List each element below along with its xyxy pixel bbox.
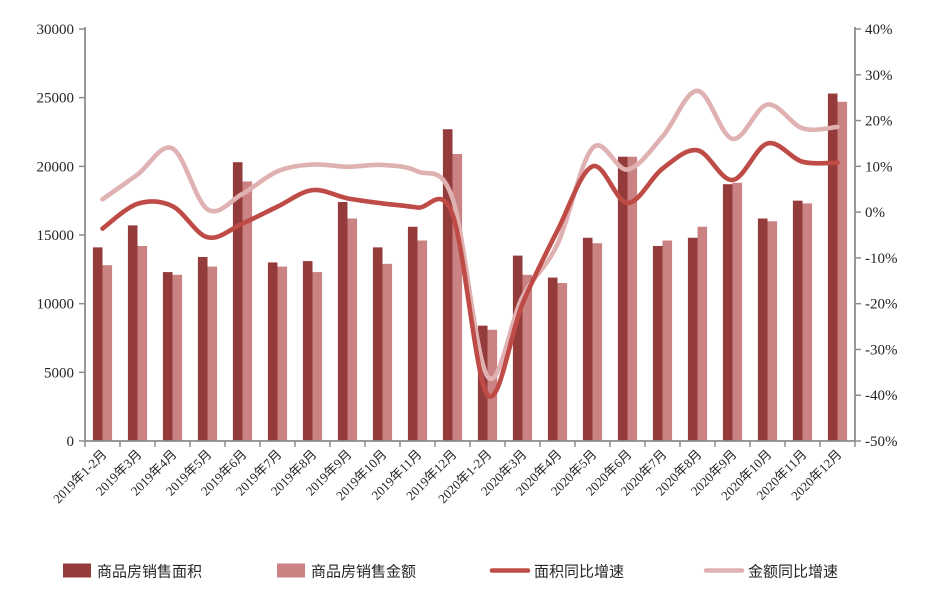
- bar-sales-area: [127, 225, 138, 441]
- bar-sales-area: [687, 237, 698, 441]
- left-axis-label: 30000: [37, 22, 75, 38]
- legend-label-sales-area: 商品房销售面积: [97, 564, 202, 581]
- bar-sales-area: [512, 255, 523, 441]
- bar-sales-area: [267, 262, 278, 441]
- bar-sales-amount: [627, 156, 638, 441]
- bar-sales-amount: [732, 182, 743, 441]
- bar-sales-area: [302, 261, 313, 441]
- bar-sales-area: [617, 156, 628, 441]
- bar-sales-amount: [137, 245, 148, 441]
- bar-sales-area: [722, 184, 733, 442]
- bar-sales-amount: [557, 283, 568, 441]
- right-axis-label: -30%: [865, 342, 898, 358]
- bar-sales-area: [372, 247, 383, 441]
- bar-sales-area: [337, 202, 348, 441]
- bar-sales-area: [792, 200, 803, 441]
- legend-label-amount-growth: 金额同比增速: [748, 564, 838, 581]
- bar-sales-amount: [487, 329, 498, 441]
- bar-sales-amount: [802, 203, 813, 441]
- legend-label-area-growth: 面积同比增速: [534, 564, 624, 581]
- legend-swatch-sales-area-bar: [63, 563, 91, 578]
- bar-sales-amount: [277, 266, 288, 441]
- line-amount-growth: [100, 88, 840, 382]
- bar-sales-area: [582, 237, 593, 441]
- line-area-growth: [100, 140, 840, 399]
- left-axis-label: 25000: [37, 91, 75, 107]
- bar-sales-area: [652, 245, 663, 441]
- bar-sales-amount: [382, 263, 393, 441]
- bar-sales-amount: [347, 218, 358, 441]
- bar-sales-amount: [837, 101, 848, 441]
- right-axis-label: 20%: [865, 114, 893, 130]
- left-axis-label: 0: [67, 434, 75, 450]
- bar-sales-area: [232, 162, 243, 442]
- legend-label-sales-amount: 商品房销售金额: [311, 564, 416, 581]
- bar-sales-amount: [697, 226, 708, 441]
- bar-sales-area: [547, 277, 558, 441]
- bar-sales-area: [197, 256, 208, 441]
- right-axis-label: 0%: [865, 205, 885, 221]
- right-axis-label: -40%: [865, 388, 898, 404]
- left-axis-label: 20000: [37, 159, 75, 175]
- bar-sales-amount: [592, 243, 603, 441]
- plot-area: 0 5000 10000 15000 20000 25000 30000 -50% -40% -3…: [37, 22, 898, 506]
- right-axis-label: -10%: [865, 251, 898, 267]
- bar-sales-amount: [662, 240, 673, 441]
- legend: 商品房销售面积 商品房销售金额 面积同比增速 金额同比增速: [63, 563, 838, 581]
- left-axis-label: 15000: [37, 228, 75, 244]
- right-axis-label: -20%: [865, 297, 898, 313]
- bar-sales-amount: [417, 240, 428, 441]
- right-axis-label: 10%: [865, 159, 893, 175]
- left-axis-label: 10000: [37, 297, 75, 313]
- bar-sales-area: [442, 129, 453, 441]
- bar-sales-amount: [522, 274, 533, 441]
- left-axis-label: 5000: [44, 365, 74, 381]
- bar-sales-amount: [312, 272, 323, 441]
- bar-sales-area: [827, 93, 838, 442]
- bar-sales-amount: [767, 221, 778, 441]
- bar-sales-amount: [102, 265, 113, 441]
- legend-swatch-sales-amount-bar: [277, 563, 305, 578]
- bar-sales-area: [757, 218, 768, 441]
- bar-sales-area: [407, 226, 418, 441]
- right-axis-label: 40%: [865, 22, 893, 38]
- bar-sales-area: [162, 272, 173, 441]
- right-axis-label: 30%: [865, 68, 893, 84]
- bar-sales-amount: [452, 153, 463, 441]
- bar-sales-amount: [242, 181, 253, 441]
- bar-sales-amount: [207, 266, 218, 441]
- bar-sales-area: [92, 247, 103, 441]
- bar-sales-amount: [172, 274, 183, 441]
- right-axis-label: -50%: [865, 434, 898, 450]
